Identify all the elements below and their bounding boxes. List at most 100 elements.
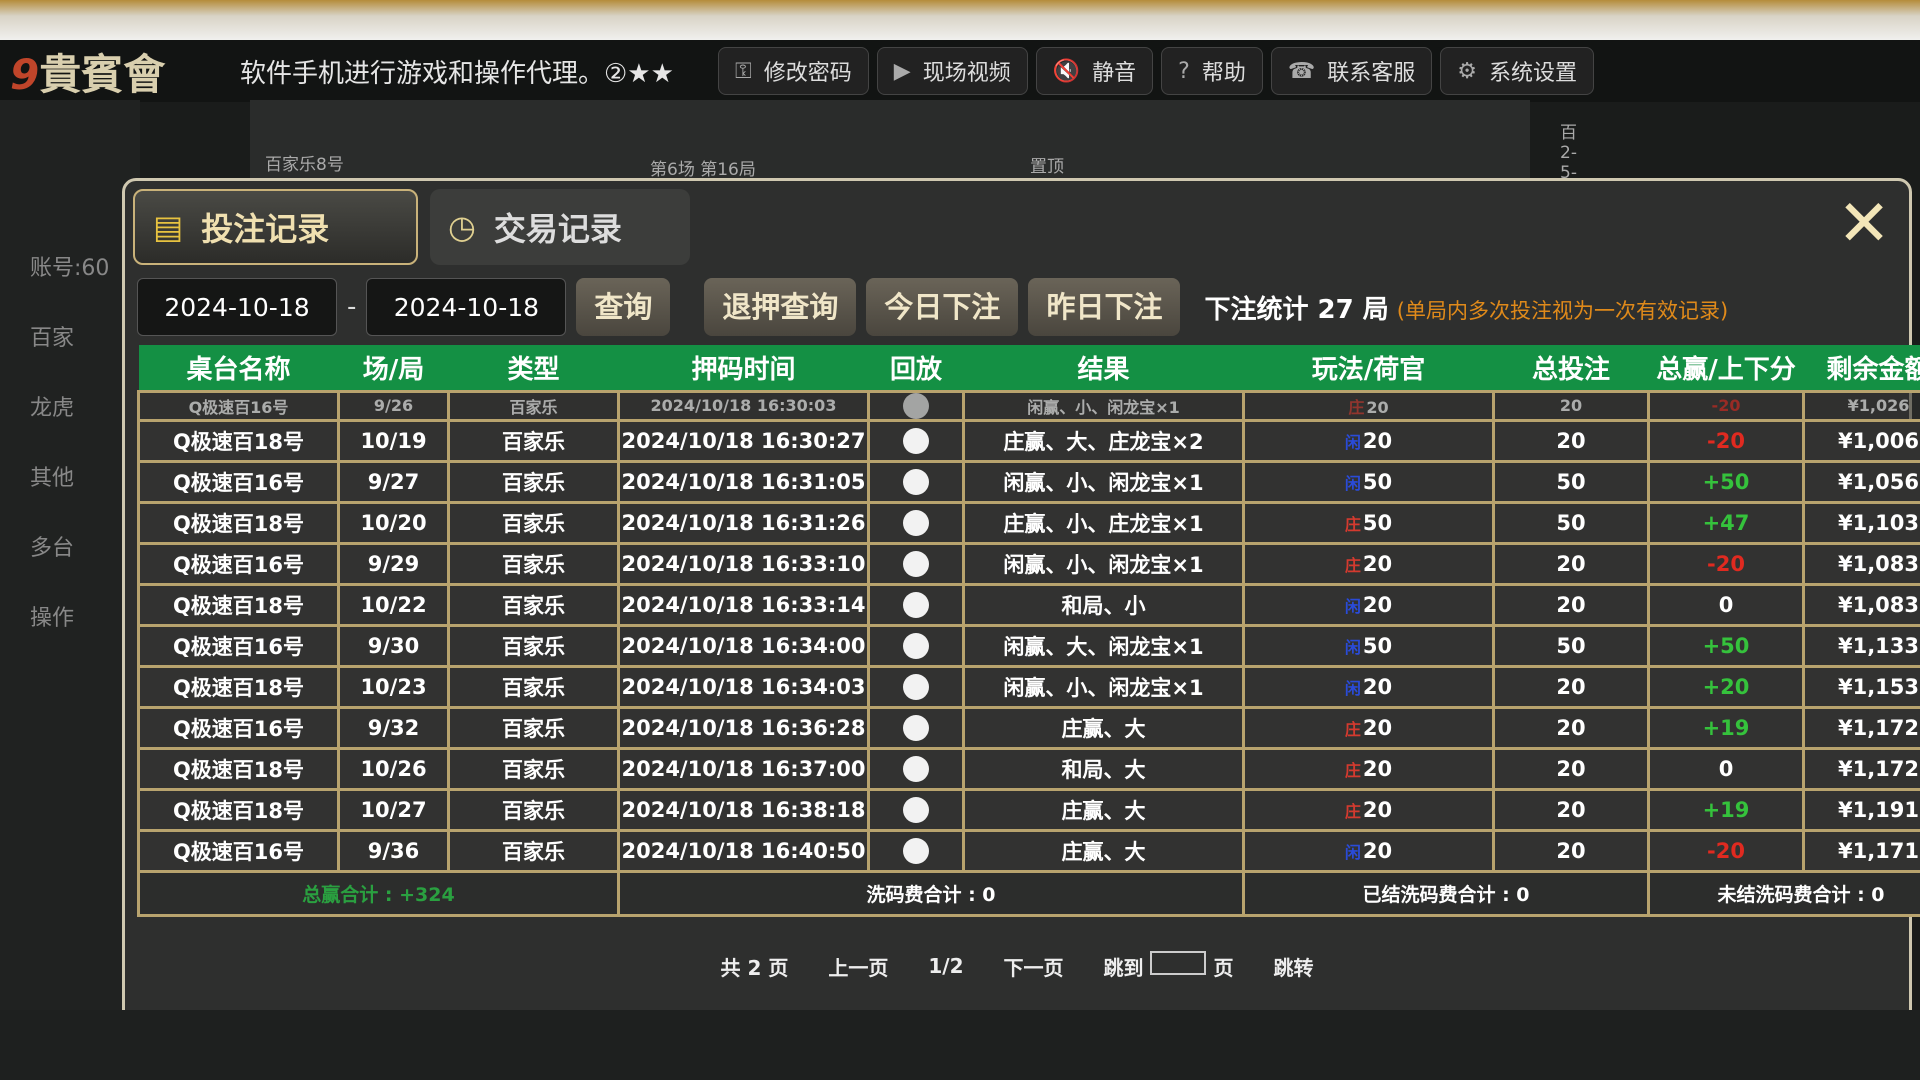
bet-detail: 闲20 [1242, 418, 1495, 463]
date-from-input[interactable]: 2024-10-18 [137, 278, 337, 336]
video-icon: ▶ [893, 58, 911, 84]
toolbar-button-4[interactable]: ☎ 联系客服 [1270, 47, 1433, 95]
bet-records-table: 桌台名称 场/局 类型 押码时间 回放 结果 玩法/荷官 总投注 总赢/上下分 剩余金额 Q极速百… [137, 345, 1920, 917]
page-jump-input[interactable] [1150, 951, 1207, 975]
column-header: 结果 [963, 345, 1244, 391]
replay-icon [903, 591, 929, 618]
toolbar-button-2[interactable]: 🔇 静音 [1035, 47, 1154, 95]
next-page-button[interactable]: 下一页 [1003, 955, 1064, 980]
jump-to-label: 跳到 [1103, 956, 1144, 980]
win-amount: -20 [1707, 428, 1745, 453]
today-bets-button[interactable]: 今日下注 [866, 278, 1019, 336]
jump-button[interactable]: 跳转 [1273, 955, 1314, 980]
bet-detail: 庄20 [1242, 787, 1495, 832]
pin-button[interactable]: 置顶 [1030, 157, 1064, 177]
balance: ¥1,153 [1802, 664, 1920, 709]
round: 9/29 [337, 541, 450, 586]
sidebar-item[interactable]: 账号:60 [30, 256, 110, 281]
game-type: 百家乐 [447, 459, 620, 504]
win-amount: +47 [1702, 510, 1750, 535]
bet-side: 庄 [1344, 719, 1361, 739]
bet-side: 庄 [1344, 760, 1361, 780]
yesterday-bets-button[interactable]: 昨日下注 [1028, 278, 1181, 336]
bet-detail: 庄50 [1242, 500, 1495, 545]
replay-button[interactable] [867, 787, 965, 832]
tab-bet-records[interactable]: ▤ 投注记录 [133, 189, 418, 265]
replay-button[interactable] [867, 664, 965, 709]
replay-button[interactable] [867, 500, 965, 545]
bet-side: 庄 [1348, 397, 1365, 417]
bet-detail: 庄20 [1242, 746, 1495, 791]
replay-button[interactable] [867, 389, 965, 422]
bet-time: 2024/10/18 16:33:10 [617, 541, 870, 586]
bet-amount: 50 [1362, 469, 1393, 494]
bet-detail: 闲20 [1242, 828, 1495, 873]
total-bet: 20 [1492, 746, 1650, 791]
game-type: 百家乐 [447, 541, 620, 586]
result: 庄赢、小、庄龙宝×1 [962, 500, 1245, 545]
table-name: Q极速百18号 [137, 746, 340, 791]
tab-transaction-records[interactable]: ◷ 交易记录 [430, 189, 690, 265]
table-name: Q极速百18号 [137, 787, 340, 832]
table-row: Q极速百18号 10/23 百家乐 2024/10/18 16:34:03 闲赢… [137, 664, 1920, 709]
gear-icon: ⚙ [1457, 58, 1477, 84]
balance: ¥1,083 [1802, 582, 1920, 627]
win-amount: 0 [1718, 592, 1734, 617]
toolbar-button-3[interactable]: ? 帮助 [1161, 47, 1263, 95]
replay-icon [903, 427, 929, 454]
sidebar-item[interactable]: 百家 [30, 326, 75, 351]
sidebar-item[interactable]: 操作 [30, 606, 75, 631]
replay-button[interactable] [867, 459, 965, 504]
replay-button[interactable] [867, 705, 965, 750]
bet-amount: 20 [1362, 551, 1393, 576]
result: 和局、大 [962, 746, 1245, 791]
page-unit-label: 页 [1213, 956, 1234, 980]
total-bet: 20 [1492, 705, 1650, 750]
sidebar-item[interactable]: 其他 [30, 466, 75, 491]
replay-button[interactable] [867, 746, 965, 791]
win-amount: 0 [1718, 756, 1734, 781]
replay-button[interactable] [867, 623, 965, 668]
table-name: Q极速百16号 [137, 828, 340, 873]
bet-time: 2024/10/18 16:30:03 [617, 389, 870, 422]
toolbar-button-5[interactable]: ⚙ 系统设置 [1440, 47, 1594, 95]
bet-amount: 20 [1362, 838, 1393, 863]
date-to-input[interactable]: 2024-10-18 [366, 278, 567, 336]
game-type: 百家乐 [447, 623, 620, 668]
table-name: Q极速百18号 [137, 664, 340, 709]
total-bet: 50 [1492, 500, 1650, 545]
column-header: 回放 [868, 345, 964, 391]
bet-time: 2024/10/18 16:37:00 [617, 746, 870, 791]
column-header: 押码时间 [618, 345, 869, 391]
bet-detail: 闲50 [1242, 623, 1495, 668]
bet-side: 庄 [1344, 555, 1361, 575]
result: 庄赢、大、庄龙宝×2 [962, 418, 1245, 463]
replay-icon [903, 714, 929, 741]
table-row: Q极速百16号 9/30 百家乐 2024/10/18 16:34:00 闲赢、… [137, 623, 1920, 668]
replay-button[interactable] [867, 418, 965, 463]
sidebar-item[interactable]: 多台 [30, 536, 75, 561]
table-name: Q极速百18号 [137, 418, 340, 463]
toolbar-button-1[interactable]: ▶ 现场视频 [876, 47, 1028, 95]
table-row: Q极速百18号 10/22 百家乐 2024/10/18 16:33:14 和局… [137, 582, 1920, 627]
replay-button[interactable] [867, 828, 965, 873]
round: 9/30 [337, 623, 450, 668]
replay-icon [903, 796, 929, 823]
pagination: 共 2 页 上一页 1/2 下一页 跳到 页 跳转 [125, 951, 1909, 981]
query-button[interactable]: 查询 [576, 278, 671, 336]
sidebar-item[interactable]: 龙虎 [30, 396, 75, 421]
balance: ¥1,172 [1802, 705, 1920, 750]
replay-icon [903, 837, 929, 864]
prev-page-button[interactable]: 上一页 [828, 955, 889, 980]
close-icon[interactable]: ✕ [1837, 187, 1891, 261]
refund-query-button[interactable]: 退押查询 [704, 278, 857, 336]
replay-button[interactable] [867, 582, 965, 627]
column-header: 场/局 [338, 345, 449, 391]
bet-side: 闲 [1344, 473, 1361, 493]
logo: 9貴賓會 [10, 49, 166, 99]
toolbar-button-0[interactable]: ⚿ 修改密码 [718, 47, 869, 95]
round: 9/32 [337, 705, 450, 750]
bet-side: 闲 [1344, 678, 1361, 698]
replay-button[interactable] [867, 541, 965, 586]
